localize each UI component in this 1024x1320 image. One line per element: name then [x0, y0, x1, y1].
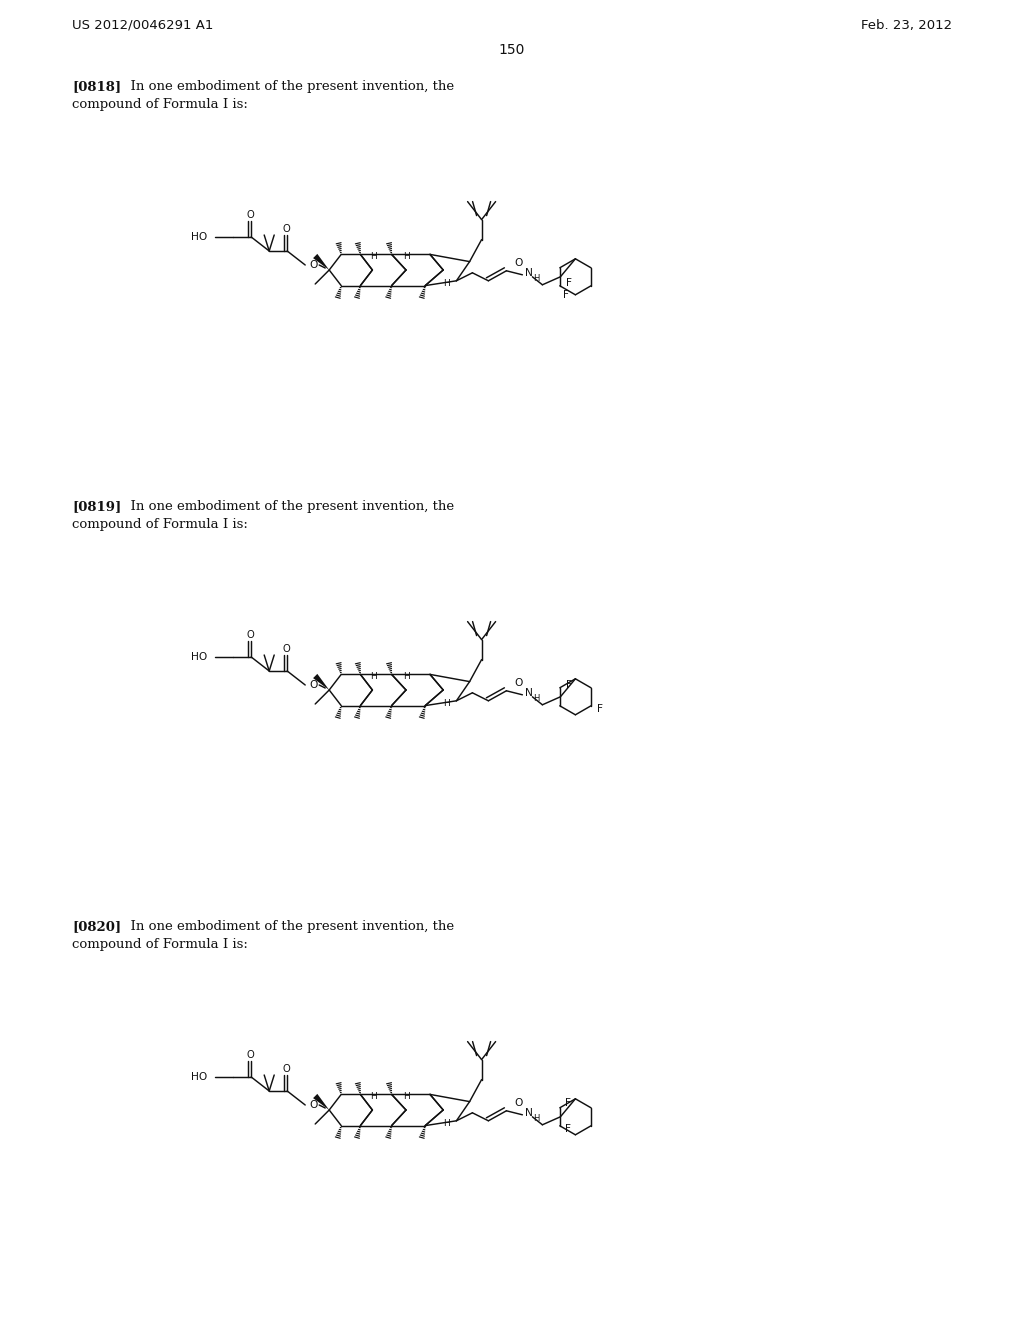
- Text: O: O: [309, 1100, 317, 1110]
- Text: H: H: [370, 672, 377, 681]
- Text: O: O: [247, 1049, 254, 1060]
- Text: H: H: [403, 252, 411, 261]
- Text: H: H: [442, 279, 450, 288]
- Text: F: F: [566, 277, 571, 288]
- Text: N: N: [525, 268, 534, 277]
- Text: O: O: [309, 680, 317, 690]
- Text: O: O: [514, 1098, 523, 1107]
- Text: [0818]: [0818]: [72, 81, 121, 92]
- Text: compound of Formula I is:: compound of Formula I is:: [72, 517, 248, 531]
- Text: H: H: [370, 1092, 377, 1101]
- Text: In one embodiment of the present invention, the: In one embodiment of the present inventi…: [122, 500, 454, 513]
- Text: H: H: [442, 1119, 450, 1129]
- Text: O: O: [283, 1064, 290, 1074]
- Text: H: H: [403, 672, 411, 681]
- Text: Feb. 23, 2012: Feb. 23, 2012: [861, 18, 952, 32]
- Text: compound of Formula I is:: compound of Formula I is:: [72, 939, 248, 950]
- Text: 150: 150: [499, 44, 525, 57]
- Text: F: F: [565, 1123, 570, 1134]
- Text: O: O: [283, 644, 290, 653]
- Text: H: H: [370, 252, 377, 261]
- Text: O: O: [283, 224, 290, 234]
- Polygon shape: [313, 675, 329, 690]
- Text: H: H: [534, 694, 540, 704]
- Text: US 2012/0046291 A1: US 2012/0046291 A1: [72, 18, 213, 32]
- Text: O: O: [247, 210, 254, 220]
- Text: In one embodiment of the present invention, the: In one embodiment of the present inventi…: [122, 920, 454, 933]
- Text: [0820]: [0820]: [72, 920, 121, 933]
- Text: F: F: [597, 704, 603, 714]
- Text: [0819]: [0819]: [72, 500, 121, 513]
- Text: F: F: [563, 290, 569, 300]
- Text: N: N: [525, 688, 534, 698]
- Text: In one embodiment of the present invention, the: In one embodiment of the present inventi…: [122, 81, 454, 92]
- Text: O: O: [309, 260, 317, 271]
- Text: O: O: [514, 677, 523, 688]
- Text: O: O: [514, 257, 523, 268]
- Text: F: F: [565, 1098, 570, 1107]
- Text: HO: HO: [190, 1072, 207, 1082]
- Text: H: H: [403, 1092, 411, 1101]
- Text: H: H: [534, 275, 540, 284]
- Text: HO: HO: [190, 652, 207, 663]
- Text: F: F: [566, 680, 571, 690]
- Text: compound of Formula I is:: compound of Formula I is:: [72, 98, 248, 111]
- Text: H: H: [442, 700, 450, 708]
- Text: H: H: [534, 1114, 540, 1123]
- Text: O: O: [247, 630, 254, 640]
- Text: HO: HO: [190, 232, 207, 242]
- Polygon shape: [313, 1094, 329, 1110]
- Polygon shape: [313, 253, 329, 271]
- Text: N: N: [525, 1107, 534, 1118]
